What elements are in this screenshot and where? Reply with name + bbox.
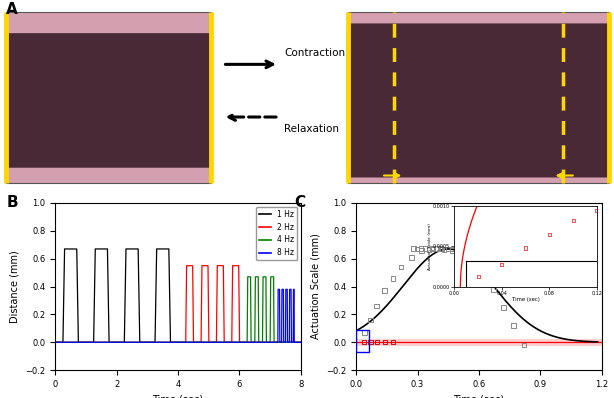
Point	[432, 246, 441, 252]
Point	[466, 246, 476, 252]
Point	[380, 287, 390, 294]
Point	[462, 246, 472, 252]
Point	[408, 246, 418, 252]
Bar	[356, 330, 370, 352]
Point	[359, 338, 369, 345]
Point	[474, 246, 484, 253]
Text: C: C	[295, 195, 306, 210]
Point	[396, 264, 406, 270]
Point	[371, 303, 381, 309]
Text: B: B	[6, 195, 18, 210]
Point	[519, 342, 529, 348]
Point	[470, 246, 480, 252]
Point	[468, 259, 478, 266]
Point	[427, 246, 437, 252]
Point	[424, 246, 433, 253]
Point	[428, 245, 438, 252]
Point	[443, 246, 453, 252]
Text: Relaxation: Relaxation	[284, 124, 339, 134]
X-axis label: Time (sec): Time (sec)	[453, 394, 505, 398]
FancyBboxPatch shape	[6, 12, 211, 183]
Point	[499, 304, 508, 310]
Bar	[356, 339, 602, 346]
Point	[478, 271, 488, 277]
Point	[388, 339, 398, 345]
Point	[365, 338, 375, 345]
Point	[406, 254, 416, 260]
Point	[388, 275, 398, 281]
FancyBboxPatch shape	[348, 12, 609, 183]
Point	[509, 322, 519, 329]
Point	[417, 247, 427, 254]
FancyBboxPatch shape	[5, 33, 212, 168]
Point	[457, 252, 467, 258]
Point	[459, 245, 468, 252]
Point	[455, 246, 465, 252]
X-axis label: Time (sec): Time (sec)	[152, 394, 204, 398]
Y-axis label: Actuation Scale (mm): Actuation Scale (mm)	[311, 234, 321, 339]
Text: A: A	[6, 2, 18, 17]
Point	[359, 330, 369, 336]
Point	[488, 286, 498, 293]
Point	[380, 339, 390, 345]
Y-axis label: Distance (mm): Distance (mm)	[10, 250, 20, 323]
Point	[416, 245, 426, 252]
Point	[420, 246, 430, 252]
Text: Contraction: Contraction	[284, 48, 345, 58]
Point	[371, 339, 381, 345]
Point	[448, 247, 457, 254]
Point	[413, 246, 422, 252]
FancyBboxPatch shape	[346, 23, 610, 178]
Point	[365, 317, 375, 323]
Point	[440, 246, 449, 253]
Point	[447, 246, 457, 252]
Point	[435, 245, 445, 252]
Legend: 1 Hz, 2 Hz, 4 Hz, 8 Hz: 1 Hz, 2 Hz, 4 Hz, 8 Hz	[256, 207, 297, 260]
Point	[437, 246, 447, 252]
Point	[451, 245, 460, 252]
